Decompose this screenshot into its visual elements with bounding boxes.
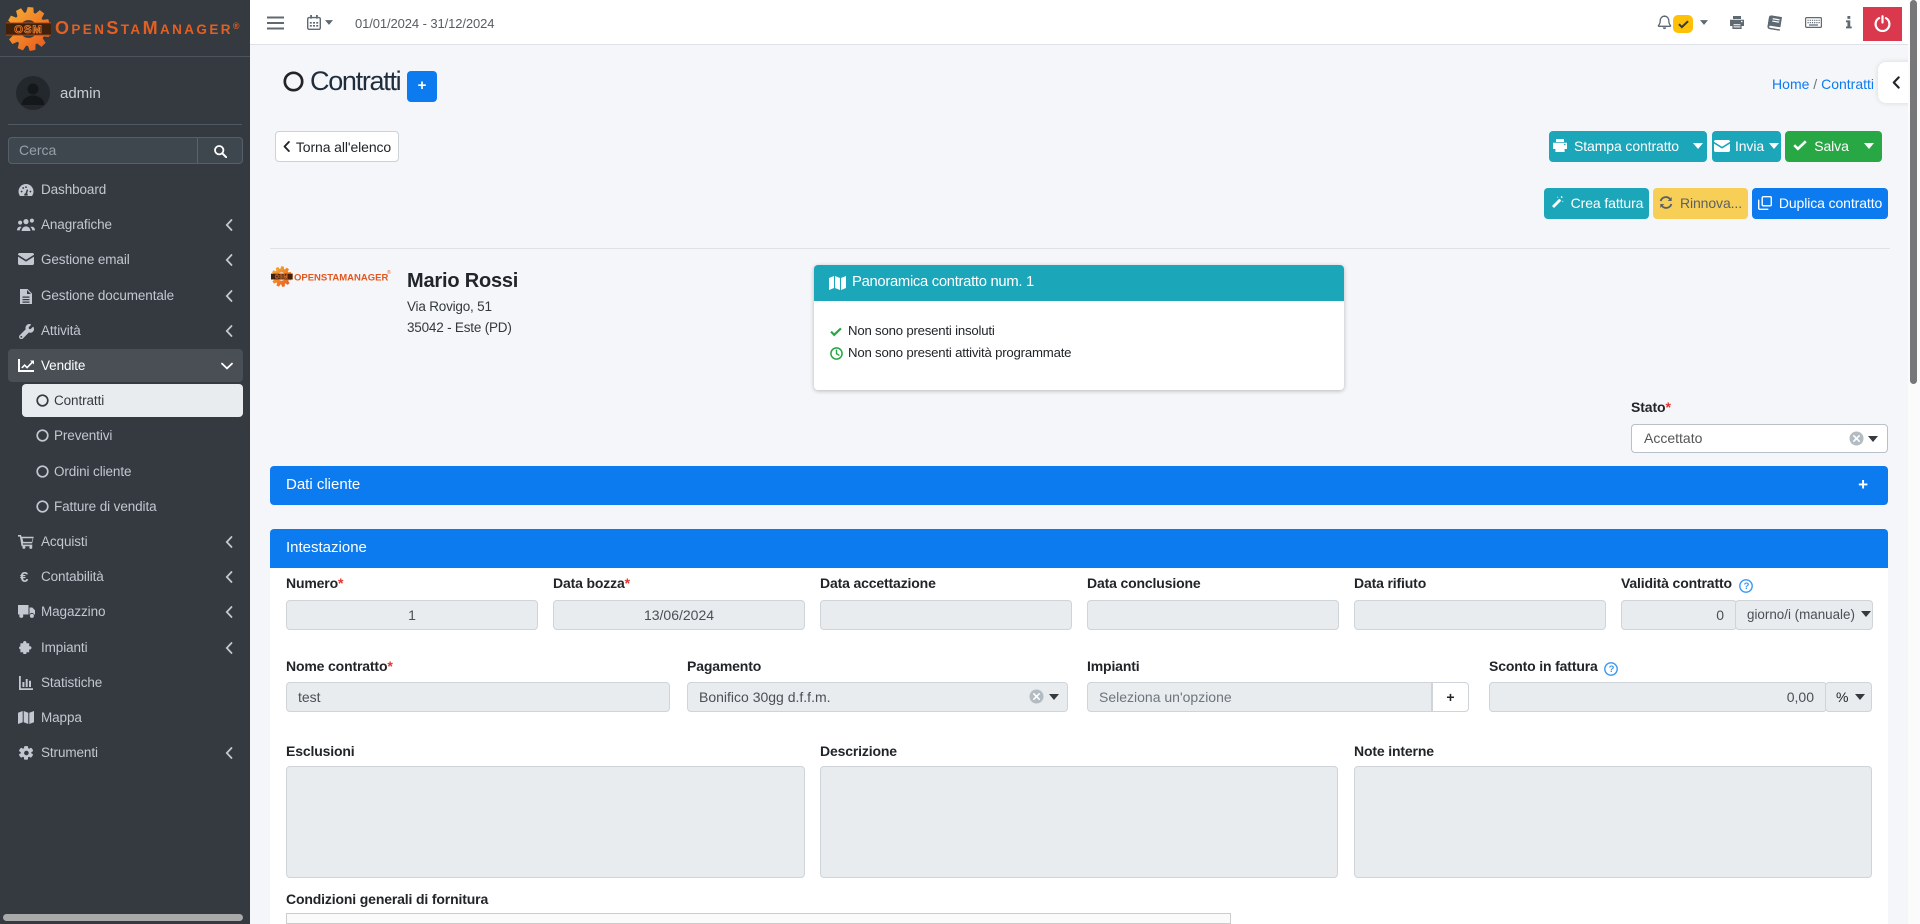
svg-text:OSM: OSM — [14, 24, 42, 36]
svg-text:OSM: OSM — [275, 274, 288, 280]
svg-text:€: € — [20, 570, 29, 584]
svg-text:?: ? — [1743, 581, 1749, 592]
svg-text:?: ? — [1609, 664, 1615, 675]
svg-text:®: ® — [387, 269, 391, 276]
svg-text:OPENSTAMANAGER: OPENSTAMANAGER — [294, 273, 388, 284]
